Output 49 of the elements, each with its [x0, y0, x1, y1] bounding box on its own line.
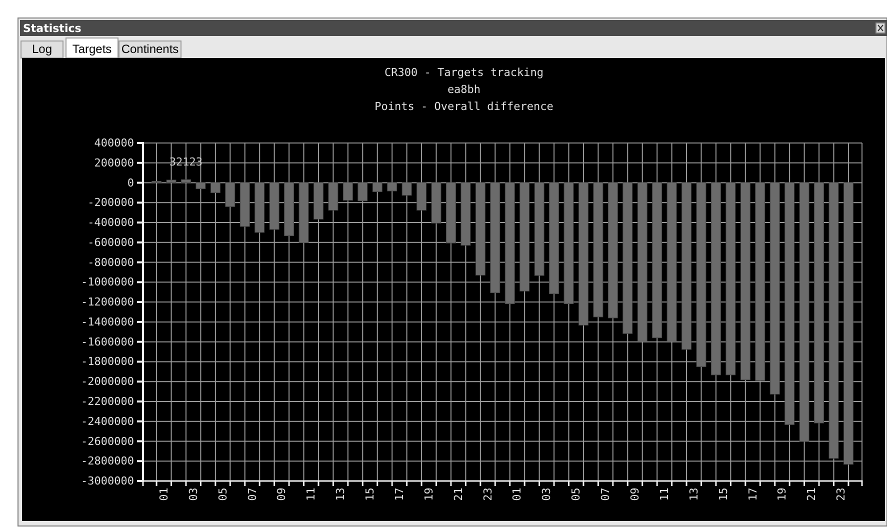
x-tick-label: 17: [746, 488, 760, 501]
y-tick-label: -2000000: [81, 375, 134, 388]
x-tick-label: 05: [216, 488, 230, 501]
y-tick-label: -1600000: [81, 335, 134, 348]
x-tick-label: 05: [570, 488, 583, 501]
y-tick-label: -2600000: [81, 434, 134, 448]
y-tick-label: -1400000: [81, 315, 134, 328]
y-tick-label: 0: [127, 176, 134, 190]
x-tick-label: 21: [452, 488, 465, 501]
text: Continents: [121, 42, 179, 56]
x-tick-label: 19: [776, 488, 789, 501]
x-tick-label: 23: [481, 488, 494, 501]
x-tick-label: 21: [805, 488, 818, 501]
text: Log: [32, 42, 52, 56]
y-tick-label: -800000: [88, 256, 134, 269]
y-tick-label: -2400000: [81, 414, 134, 428]
x-tick-label: 15: [716, 488, 730, 501]
x-tick-label: 07: [599, 488, 612, 501]
x-tick-label: 11: [658, 488, 671, 501]
x-tick-label: 23: [834, 488, 848, 501]
x-tick-label: 13: [687, 488, 700, 501]
y-axis-title: Points - Overall difference: [374, 100, 554, 113]
chart-subtitle: ea8bh: [447, 83, 481, 96]
y-tick-label: -200000: [88, 196, 134, 210]
y-tick-label: 200000: [94, 156, 134, 170]
y-tick-label: -1000000: [81, 276, 134, 289]
x-tick-label: 19: [422, 488, 436, 501]
y-tick-label: -1800000: [81, 355, 134, 368]
x-tick-label: 03: [186, 488, 200, 501]
y-tick-label: -2800000: [81, 454, 134, 468]
y-tick-label: -2200000: [81, 394, 134, 408]
x-tick-label: 01: [157, 488, 170, 501]
y-tick-label: -3000000: [81, 474, 134, 488]
x-tick-label: 11: [304, 488, 318, 501]
x-tick-label: 09: [275, 488, 288, 501]
x-tick-label: 07: [246, 488, 259, 501]
x-tick-label: 17: [392, 488, 406, 501]
x-tick-label: 01: [510, 488, 524, 501]
y-tick-label: -400000: [88, 216, 134, 230]
x-tick-label: 15: [364, 488, 377, 501]
x-tick-label: 03: [540, 488, 554, 501]
x-tick-label: 09: [628, 488, 642, 501]
text: Statistics: [23, 22, 82, 35]
y-tick-label: -600000: [88, 236, 134, 249]
text: Targets: [72, 42, 112, 56]
y-tick-label: 400000: [94, 136, 134, 150]
y-tick-label: -1200000: [81, 296, 134, 309]
chart-title: CR300 - Targets tracking: [384, 66, 544, 79]
x-tick-label: 13: [334, 488, 348, 501]
